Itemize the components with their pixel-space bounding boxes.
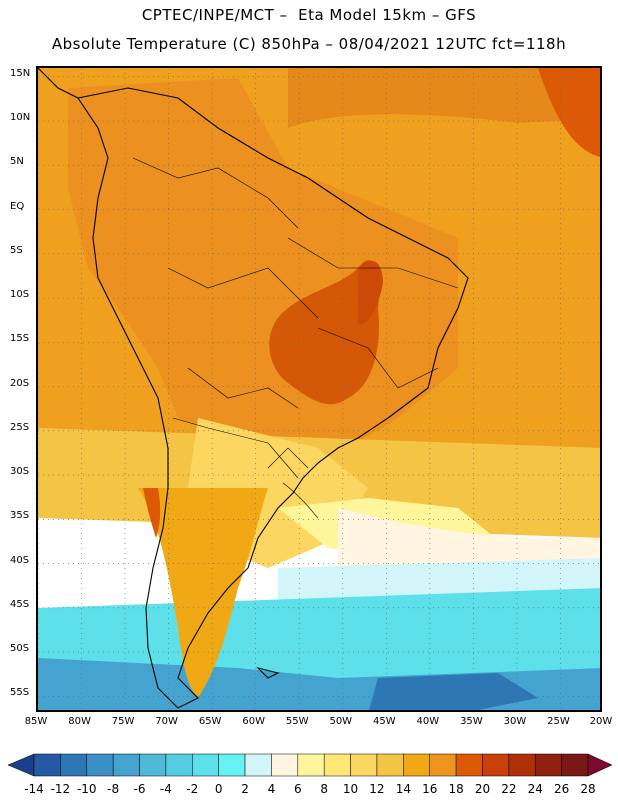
- lat-label-45S: 45S: [10, 598, 30, 610]
- lon-label-50W: 50W: [329, 716, 353, 727]
- lon-label-45W: 45W: [372, 716, 396, 727]
- map-frame: [36, 66, 602, 712]
- colorbar-cell-13: [376, 753, 404, 777]
- title-line-1: CPTEC/INPE/MCT – Eta Model 15km – GFS: [141, 6, 477, 24]
- field-caribbean-warm: [288, 68, 600, 128]
- colorbar-cell-2: [86, 753, 114, 777]
- lat-label-40S: 40S: [10, 554, 30, 566]
- colorbar-label: -10: [76, 782, 97, 796]
- lon-label-55W: 55W: [285, 716, 309, 727]
- lat-label-50S: 50S: [10, 643, 30, 655]
- lat-label-25S: 25S: [10, 421, 30, 433]
- lat-label-20S: 20S: [10, 377, 30, 389]
- lon-label-30W: 30W: [503, 716, 527, 727]
- colorbar-max-triangle: [587, 753, 613, 777]
- colorbar-min-triangle: [7, 753, 35, 777]
- colorbar-label: 2: [241, 782, 249, 796]
- colorbar-cell-7: [218, 753, 246, 777]
- lat-label-35S: 35S: [10, 510, 30, 522]
- colorbar-label: 28: [580, 782, 596, 796]
- colorbar-label: 4: [267, 782, 276, 796]
- colorbar-label: -14: [24, 782, 44, 796]
- colorbar-label: 14: [395, 782, 411, 796]
- field-deep-blue: [369, 673, 538, 710]
- lon-label-85W: 85W: [24, 716, 48, 727]
- field-hot-core-2: [358, 260, 383, 324]
- lat-label-30S: 30S: [10, 466, 30, 478]
- field-hot-core: [269, 260, 380, 405]
- colorbar-label: 18: [448, 782, 464, 796]
- colorbar-cell-19: [534, 753, 562, 777]
- colorbar-label: -4: [159, 782, 172, 796]
- colorbar-label: -8: [107, 782, 120, 796]
- colorbar-cell-11: [323, 753, 351, 777]
- colorbar-label: 16: [422, 782, 438, 796]
- colorbar-cell-18: [508, 753, 536, 777]
- colorbar-cell-9: [271, 753, 299, 777]
- temperature-map: [38, 68, 600, 710]
- lon-label-70W: 70W: [155, 716, 178, 727]
- lat-label-15N: 15N: [10, 67, 31, 79]
- colorbar-label: 20: [474, 782, 491, 796]
- colorbar-label: 12: [369, 782, 385, 796]
- lon-label-25W: 25W: [547, 716, 570, 727]
- lat-label-55S: 55S: [10, 687, 30, 699]
- colorbar-label: 6: [293, 782, 302, 796]
- colorbar-cell-3: [112, 753, 140, 777]
- coastlines: [38, 68, 469, 709]
- colorbar-label: 26: [553, 782, 570, 796]
- colorbar-cell-8: [244, 753, 272, 777]
- colorbar-cell-16: [455, 753, 483, 777]
- field-andes-hot: [143, 488, 161, 538]
- colorbar-cell-5: [165, 753, 193, 777]
- country-borders: [132, 157, 459, 519]
- colorbar-cell-14: [403, 753, 430, 777]
- colorbar-label: 24: [527, 782, 543, 796]
- field-patagonia-warm: [138, 488, 268, 698]
- lon-label-75W: 75W: [111, 716, 135, 727]
- colorbar-cell-20: [561, 753, 589, 777]
- colorbar-cell-17: [482, 753, 510, 777]
- colorbar-cell-12: [350, 753, 378, 777]
- colorbar-cell-15: [429, 753, 457, 777]
- title-line-2: Absolute Temperature (C) 850hPa – 08/04/…: [51, 35, 567, 53]
- lon-label-35W: 35W: [460, 716, 483, 727]
- lat-label-5N: 5N: [10, 156, 24, 168]
- lon-label-40W: 40W: [416, 716, 440, 727]
- colorbar-cell-10: [297, 753, 325, 777]
- field-atlantic-hot: [538, 68, 600, 157]
- lon-label-80W: 80W: [68, 716, 91, 727]
- colorbar-label: -12: [50, 782, 71, 796]
- lat-label-5S: 5S: [10, 244, 23, 256]
- lon-label-60W: 60W: [242, 716, 265, 727]
- colorbar-cell-6: [192, 753, 219, 777]
- colorbar-label: -2: [186, 782, 199, 796]
- colorbar: [7, 753, 613, 777]
- colorbar-label: 0: [214, 782, 223, 796]
- lat-label-15S: 15S: [10, 333, 30, 345]
- colorbar-label: 8: [320, 782, 328, 796]
- colorbar-label: -6: [133, 782, 146, 796]
- colorbar-cell-0: [33, 753, 61, 777]
- lat-label-EQ: EQ: [10, 200, 25, 212]
- lon-label-20W: 20W: [589, 716, 613, 727]
- colorbar-cell-1: [60, 753, 88, 777]
- colorbar-label: 10: [342, 782, 359, 796]
- lat-label-10S: 10S: [10, 289, 30, 301]
- lat-label-10N: 10N: [10, 112, 31, 124]
- colorbar-cell-4: [139, 753, 167, 777]
- lon-label-65W: 65W: [198, 716, 222, 727]
- colorbar-label: 22: [501, 782, 517, 796]
